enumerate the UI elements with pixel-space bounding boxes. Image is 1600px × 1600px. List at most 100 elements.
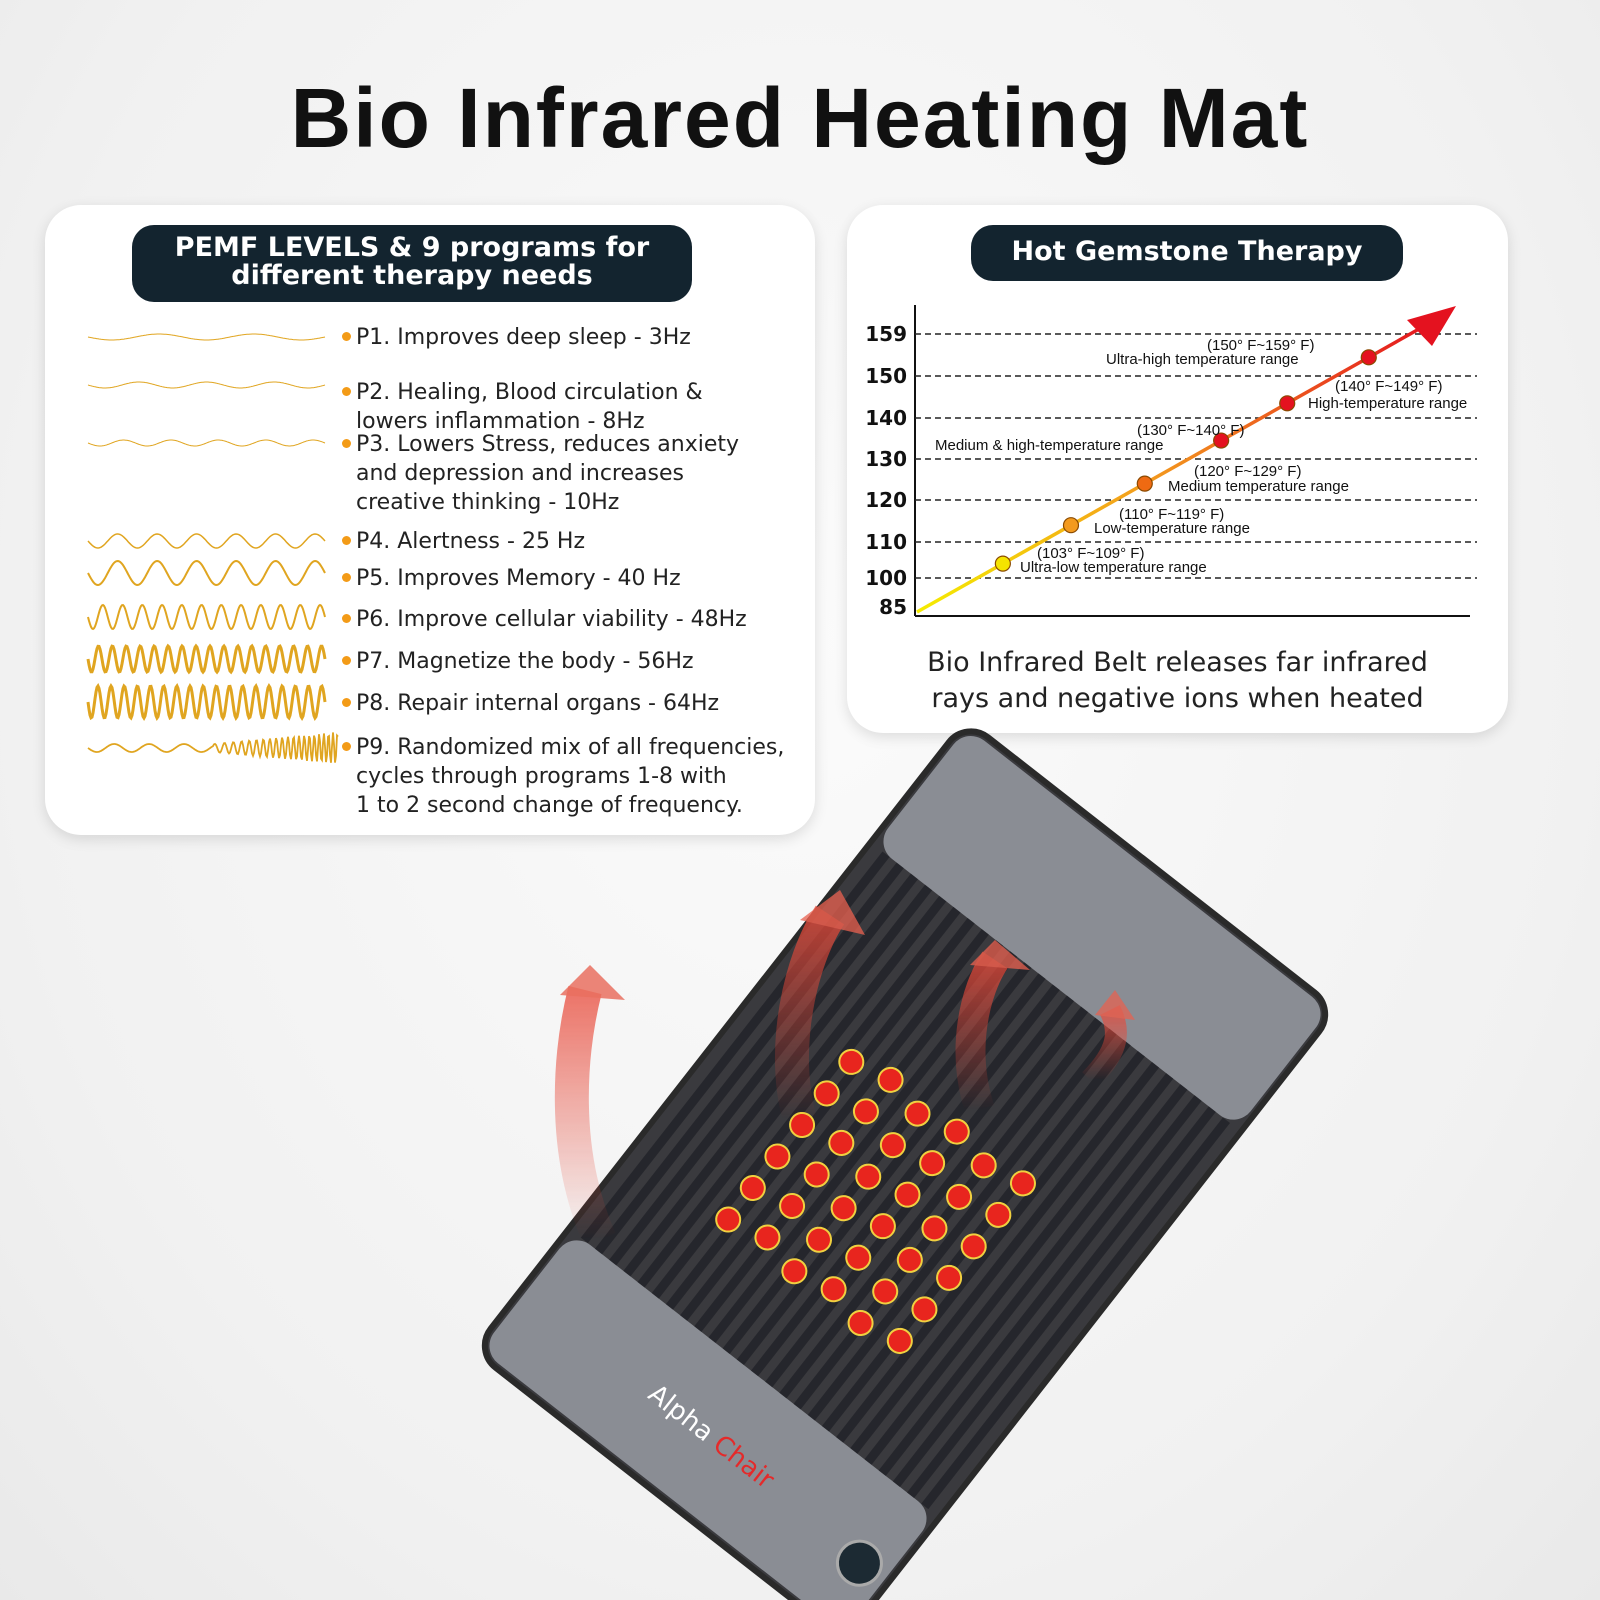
y-tick-label: 140 (865, 406, 907, 430)
waveform-p7 (86, 643, 327, 675)
heating-stone (904, 1100, 931, 1127)
heating-stone (806, 1226, 833, 1253)
program-text: P2. Healing, Blood circulation & (356, 380, 703, 405)
program-item-p3: P3. Lowers Stress, reduces anxiety and de… (342, 430, 796, 517)
data-point (994, 555, 1011, 572)
mat-stripe (821, 1039, 1131, 1432)
program-text: P4. Alertness - 25 Hz (356, 529, 586, 554)
heating-stone (894, 1181, 921, 1208)
waveform-p1 (87, 333, 326, 341)
range-label: (130° F~140° F) (1137, 422, 1244, 439)
data-point (1062, 517, 1080, 534)
mat-stripe (878, 1084, 1188, 1476)
heating-stone (919, 1150, 946, 1177)
program-text: P1. Improves deep sleep - 3Hz (356, 325, 691, 350)
y-tick-label: 110 (865, 530, 907, 554)
heating-stone (789, 1111, 816, 1138)
mat-stripe (722, 962, 1032, 1354)
range-name-label: Medium & high-temperature range (935, 437, 1163, 454)
mat-stripe (736, 973, 1046, 1366)
program-text: P6. Improve cellular viability - 48Hz (356, 607, 747, 632)
heating-stone (820, 1276, 847, 1303)
mat-stripe (680, 929, 989, 1321)
heating-stone (943, 1118, 970, 1145)
program-text: P9. Randomized mix of all frequencies, (356, 735, 785, 760)
heating-stone (779, 1192, 806, 1219)
program-item-p5: P5. Improves Memory - 40 Hz (342, 564, 796, 593)
range-label: (110° F~119° F) (1119, 506, 1224, 523)
pemf-panel: PEMF LEVELS & 9 programs for different t… (45, 205, 815, 835)
y-tick-label: 159 (865, 322, 907, 346)
waveform-p8 (86, 682, 327, 722)
mat-stripe (765, 995, 1074, 1388)
heating-stone (879, 1132, 906, 1159)
waveform-p6 (87, 603, 326, 631)
mat-stripe (580, 851, 890, 1244)
heating-stone (1009, 1170, 1036, 1197)
pemf-heading-line2: different therapy needs (231, 260, 593, 291)
heating-stone (764, 1143, 791, 1170)
program-text: creative thinking - 10Hz (356, 490, 620, 515)
data-point (1136, 475, 1153, 492)
heating-stone (911, 1296, 938, 1323)
mat-stripe (850, 1062, 1160, 1454)
heating-stone (946, 1183, 973, 1210)
heating-stone (877, 1066, 904, 1093)
program-item-p2: P2. Healing, Blood circulation & lowers i… (342, 378, 796, 436)
heating-stone (886, 1327, 913, 1354)
page-title: Bio Infrared Heating Mat (290, 71, 1310, 165)
heating-stone (936, 1264, 963, 1291)
heating-stone (754, 1224, 781, 1251)
program-item-p4: P4. Alertness - 25 Hz (342, 527, 796, 556)
waveform-p4 (87, 533, 326, 549)
mat-stripe (921, 1117, 1230, 1510)
heating-stone (852, 1098, 879, 1125)
pemf-heading-line1: PEMF LEVELS & 9 programs for (174, 232, 650, 263)
program-text: and depression and increases (356, 461, 684, 486)
program-text: P7. Magnetize the body - 56Hz (356, 649, 694, 674)
mat-stripe (708, 951, 1018, 1343)
pemf-heading: PEMF LEVELS & 9 programs for different t… (132, 225, 692, 302)
waveform-p3 (87, 439, 326, 447)
program-item-p9: P9. Randomized mix of all frequencies, cy… (342, 733, 796, 820)
waveform-p9 (87, 732, 339, 763)
program-item-p8: P8. Repair internal organs - 64Hz (342, 689, 796, 718)
program-text: lowers inflammation - 8Hz (356, 409, 645, 434)
program-item-p1: P1. Improves deep sleep - 3Hz (342, 323, 796, 352)
heating-stone (838, 1048, 865, 1075)
heating-stone (739, 1175, 766, 1202)
heating-stone (872, 1278, 899, 1305)
mat-stripe (651, 906, 961, 1299)
mat-stripe (751, 984, 1060, 1377)
mat-stripe (609, 873, 918, 1266)
gemstone-heading: Hot Gemstone Therapy (971, 225, 1403, 281)
mat-stripe (779, 1006, 1089, 1399)
program-text: P3. Lowers Stress, reduces anxiety (356, 432, 740, 457)
y-tick-label: 85 (879, 595, 907, 619)
range-name-label: Ultra-high temperature range (1106, 351, 1299, 368)
range-name-label: Medium temperature range (1168, 478, 1349, 495)
program-text: 1 to 2 second change of frequency. (356, 793, 743, 818)
mat-stripe (623, 884, 933, 1277)
gemstone-caption: Bio Infrared Belt releases far infrared … (867, 645, 1488, 717)
heating-stone (855, 1163, 882, 1190)
pemf-waveforms (86, 333, 339, 763)
heating-stone (813, 1080, 840, 1107)
heating-stone (921, 1215, 948, 1242)
y-tick-label: 130 (865, 447, 907, 471)
data-point (1360, 349, 1377, 366)
heating-stone (960, 1233, 987, 1260)
mat-stripe (892, 1095, 1202, 1487)
caption-line1: Bio Infrared Belt releases far infrared (927, 647, 1428, 678)
mat-stripe (637, 895, 947, 1288)
mat-stripe (907, 1106, 1216, 1499)
y-tick-label: 100 (865, 566, 907, 590)
heating-stone (803, 1161, 830, 1188)
heating-stone (970, 1152, 997, 1179)
controller-connector (835, 1539, 883, 1587)
y-tick-label: 120 (865, 488, 907, 512)
program-text: cycles through programs 1-8 with (356, 764, 727, 789)
heating-stone (830, 1195, 857, 1222)
heating-stone (847, 1309, 874, 1336)
